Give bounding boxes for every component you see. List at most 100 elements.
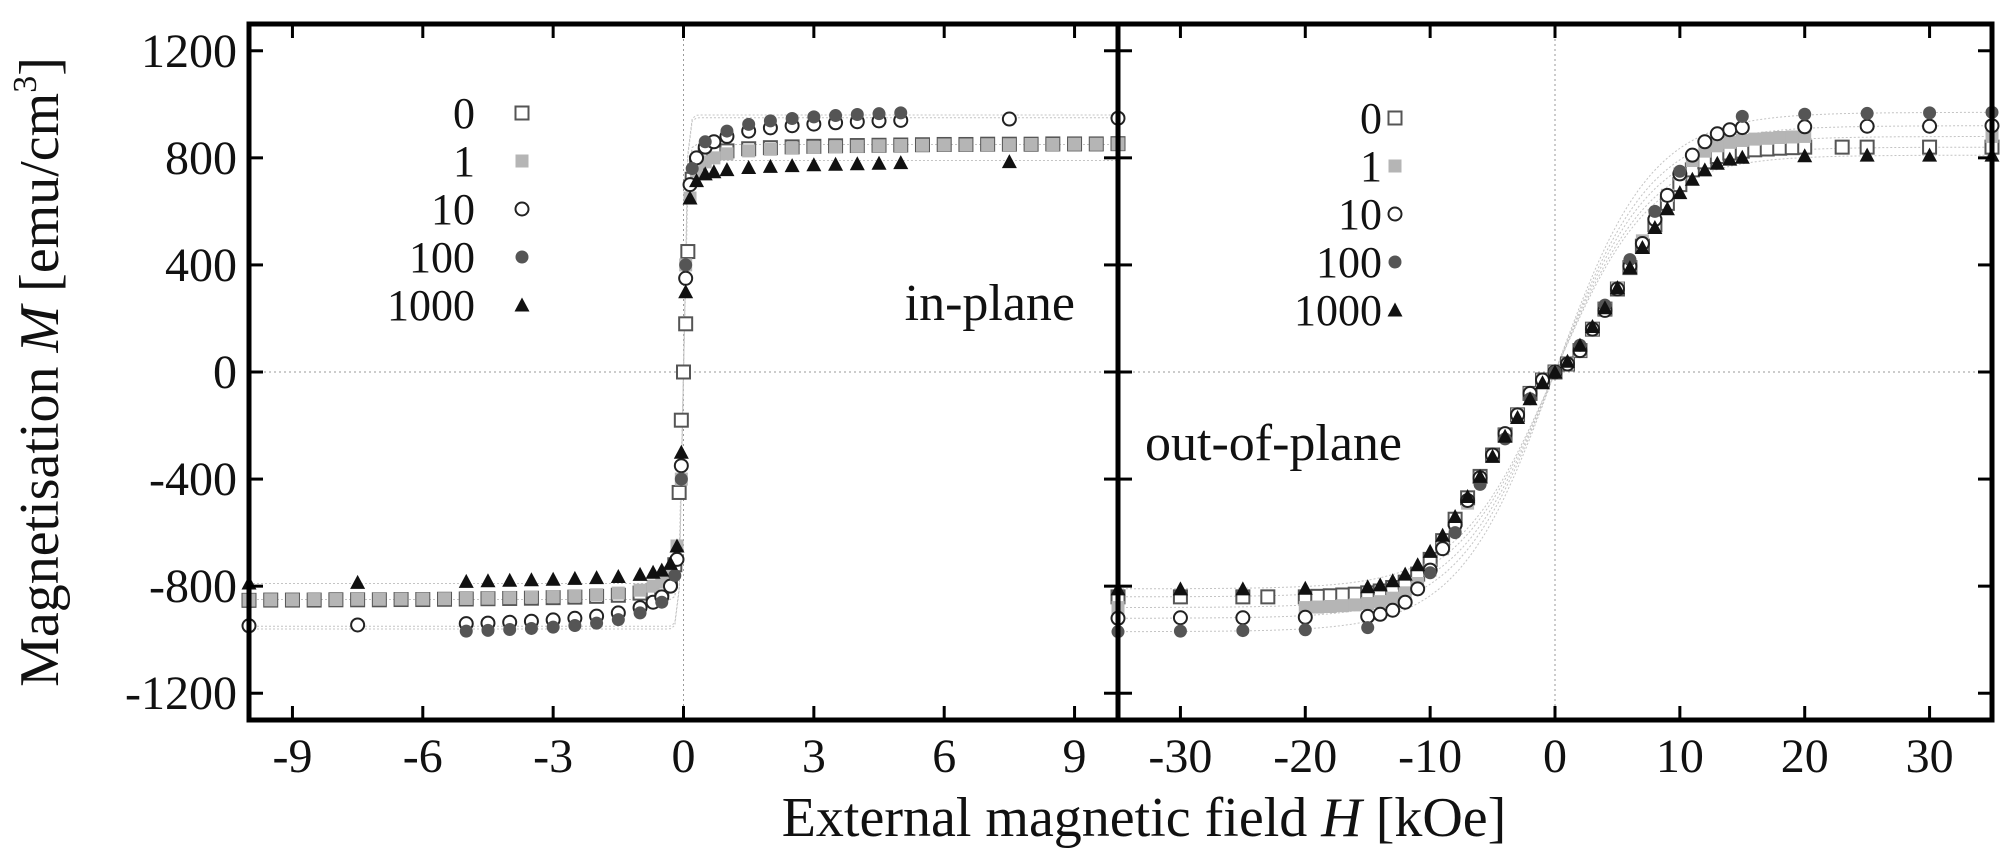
- fit-curve-1000: [249, 160, 1118, 584]
- data-point: [480, 573, 496, 588]
- fit-curve-10: [1118, 125, 1992, 619]
- data-point: [678, 316, 694, 332]
- data-point: [673, 444, 689, 459]
- data-point: [959, 138, 973, 152]
- data-point: [1001, 154, 1017, 169]
- data-point: [1672, 185, 1688, 200]
- data-point: [807, 110, 821, 124]
- panel-annotation: out-of-plane: [1145, 415, 1402, 472]
- data-point: [568, 619, 582, 633]
- legend-marker-10: [1387, 206, 1403, 222]
- data-point: [1797, 148, 1813, 163]
- data-point: [850, 107, 864, 121]
- data-point: [568, 589, 582, 603]
- data-point: [590, 588, 604, 602]
- data-point: [1361, 621, 1375, 635]
- data-point: [1068, 137, 1082, 151]
- data-point: [1834, 139, 1850, 155]
- data-point: [1360, 608, 1376, 624]
- data-point: [720, 147, 734, 161]
- x-tick-label: 30: [1906, 730, 1954, 783]
- y-tick-label: -1200: [125, 667, 237, 720]
- data-point: [524, 590, 538, 604]
- data-point: [1684, 147, 1700, 163]
- data-point: [850, 139, 864, 153]
- x-tick-label: 20: [1781, 730, 1829, 783]
- fit-curve-10: [249, 117, 1118, 627]
- data-point: [915, 138, 929, 152]
- data-point: [1297, 580, 1313, 595]
- data-point: [523, 572, 539, 587]
- data-point: [1634, 240, 1650, 255]
- data-point: [698, 135, 712, 149]
- data-point: [632, 566, 648, 581]
- data-point: [307, 593, 321, 607]
- data-point: [894, 139, 908, 153]
- data-point: [894, 106, 908, 120]
- legend-marker-0: [1387, 110, 1403, 126]
- data-point: [680, 244, 696, 260]
- data-point: [1535, 375, 1551, 390]
- data-point: [1173, 624, 1187, 638]
- data-point: [1348, 598, 1362, 612]
- legend-label-0: 0: [1360, 94, 1382, 143]
- data-point: [762, 158, 778, 173]
- y-tick-label: 1200: [141, 25, 237, 78]
- data-point: [828, 156, 844, 171]
- data-point: [1447, 509, 1463, 524]
- data-point: [1297, 609, 1313, 625]
- y-tick-label: 0: [213, 346, 237, 399]
- data-point: [1410, 557, 1426, 572]
- data-point: [807, 140, 821, 154]
- data-point: [351, 592, 365, 606]
- data-point: [763, 142, 777, 156]
- legend-marker-100: [1388, 255, 1402, 269]
- fit-curve-1: [1118, 136, 1992, 608]
- data-point: [872, 107, 886, 121]
- data-point: [742, 144, 756, 158]
- data-point: [1385, 602, 1401, 618]
- data-point: [1172, 610, 1188, 626]
- data-point: [481, 591, 495, 605]
- data-point: [1697, 162, 1713, 177]
- data-point: [1798, 107, 1812, 121]
- data-point: [1372, 577, 1388, 592]
- data-point: [1722, 122, 1738, 138]
- data-point: [1423, 566, 1437, 580]
- data-point: [1311, 600, 1325, 614]
- x-tick-label: 10: [1656, 730, 1704, 783]
- data-point: [1435, 541, 1451, 557]
- data-point: [1673, 164, 1687, 178]
- data-point: [1773, 131, 1787, 145]
- data-point: [590, 616, 604, 630]
- data-point: [438, 592, 452, 606]
- data-point: [678, 284, 694, 299]
- data-point: [1622, 260, 1638, 275]
- data-point: [545, 571, 561, 586]
- data-point: [682, 190, 698, 205]
- legend-label-10: 10: [1338, 190, 1382, 239]
- data-point: [1360, 579, 1376, 594]
- data-point: [1922, 147, 1938, 162]
- data-point: [707, 151, 721, 165]
- data-point: [706, 164, 722, 179]
- legend-label-100: 100: [409, 233, 475, 282]
- data-point: [1260, 589, 1276, 605]
- series-100: [459, 106, 908, 638]
- data-point: [1709, 155, 1725, 170]
- data-point: [394, 592, 408, 606]
- data-point: [1323, 599, 1337, 613]
- x-axis-title-prefix: External magnetic field: [782, 787, 1322, 849]
- data-point: [785, 111, 799, 125]
- data-point: [546, 590, 560, 604]
- data-point: [633, 606, 647, 620]
- data-point: [1760, 131, 1774, 145]
- legend-marker-1: [515, 154, 529, 168]
- data-point: [1497, 428, 1513, 443]
- data-point: [589, 570, 605, 585]
- data-point: [829, 109, 843, 123]
- data-point: [1735, 133, 1749, 147]
- legend-marker-10: [514, 201, 530, 217]
- x-tick-label: -9: [272, 730, 312, 783]
- data-point: [981, 138, 995, 152]
